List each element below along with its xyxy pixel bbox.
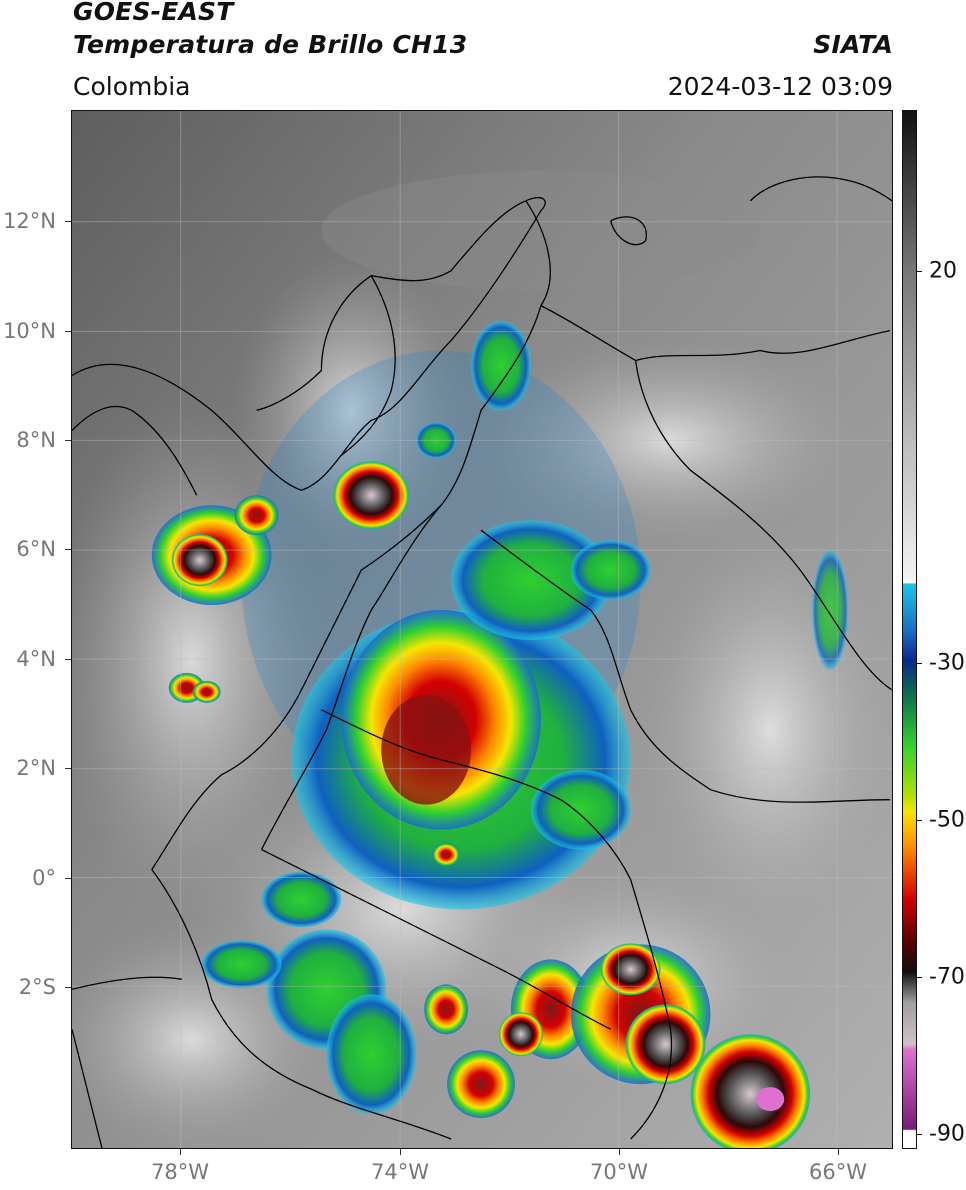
colorbar-label-minus30: -30 (929, 650, 965, 676)
lon-tickmark (838, 1149, 839, 1155)
graticule (72, 111, 892, 1148)
datetime-label: 2024-03-12 03:09 (667, 72, 893, 101)
lat-tick-2n: 2°N (16, 756, 56, 780)
lat-tickmark (65, 659, 71, 660)
colorbar-tickmark (917, 271, 922, 272)
lon-tick-78w: 78°W (151, 1160, 209, 1184)
colorbar-label-minus70: -70 (929, 964, 965, 990)
colorbar-tickmark (917, 1134, 922, 1135)
lat-tickmark (65, 987, 71, 988)
lat-tick-8n: 8°N (16, 428, 56, 452)
lon-tick-74w: 74°W (371, 1160, 429, 1184)
satellite-map (71, 110, 893, 1149)
agency-label: SIATA (813, 30, 893, 59)
lat-tickmark (65, 440, 71, 441)
convective-cells (151, 320, 849, 1148)
colorbar-label-minus50: -50 (929, 807, 965, 833)
colorbar-tickmark (917, 663, 922, 664)
lat-tickmark (65, 549, 71, 550)
temperature-colorbar (902, 110, 917, 1149)
product-title: Temperatura de Brillo CH13 (73, 30, 468, 59)
borders (72, 176, 892, 1148)
lat-tick-4n: 4°N (16, 647, 56, 671)
colorbar-label-20: 20 (929, 258, 957, 284)
colorbar-label-minus90: -90 (929, 1121, 965, 1147)
lon-tickmark (180, 1149, 181, 1155)
lon-tick-70w: 70°W (590, 1160, 648, 1184)
lat-tick-10n: 10°N (3, 319, 56, 343)
lat-tickmark (65, 221, 71, 222)
lon-tickmark (619, 1149, 620, 1155)
lon-tickmark (400, 1149, 401, 1155)
lat-tick-12n: 12°N (3, 209, 56, 233)
lat-tickmark (65, 331, 71, 332)
lat-tick-2s: 2°S (18, 975, 56, 999)
lon-tick-66w: 66°W (809, 1160, 867, 1184)
colorbar-tickmark (917, 977, 922, 978)
region-label: Colombia (73, 72, 191, 101)
lat-tick-6n: 6°N (16, 537, 56, 561)
colorbar-tickmark (917, 820, 922, 821)
cloud-texture (72, 170, 892, 1148)
lat-tick-0: 0° (32, 866, 56, 890)
satellite-title: GOES-EAST (73, 0, 234, 26)
lat-tickmark (65, 768, 71, 769)
map-image (72, 111, 892, 1148)
lat-tickmark (65, 878, 71, 879)
